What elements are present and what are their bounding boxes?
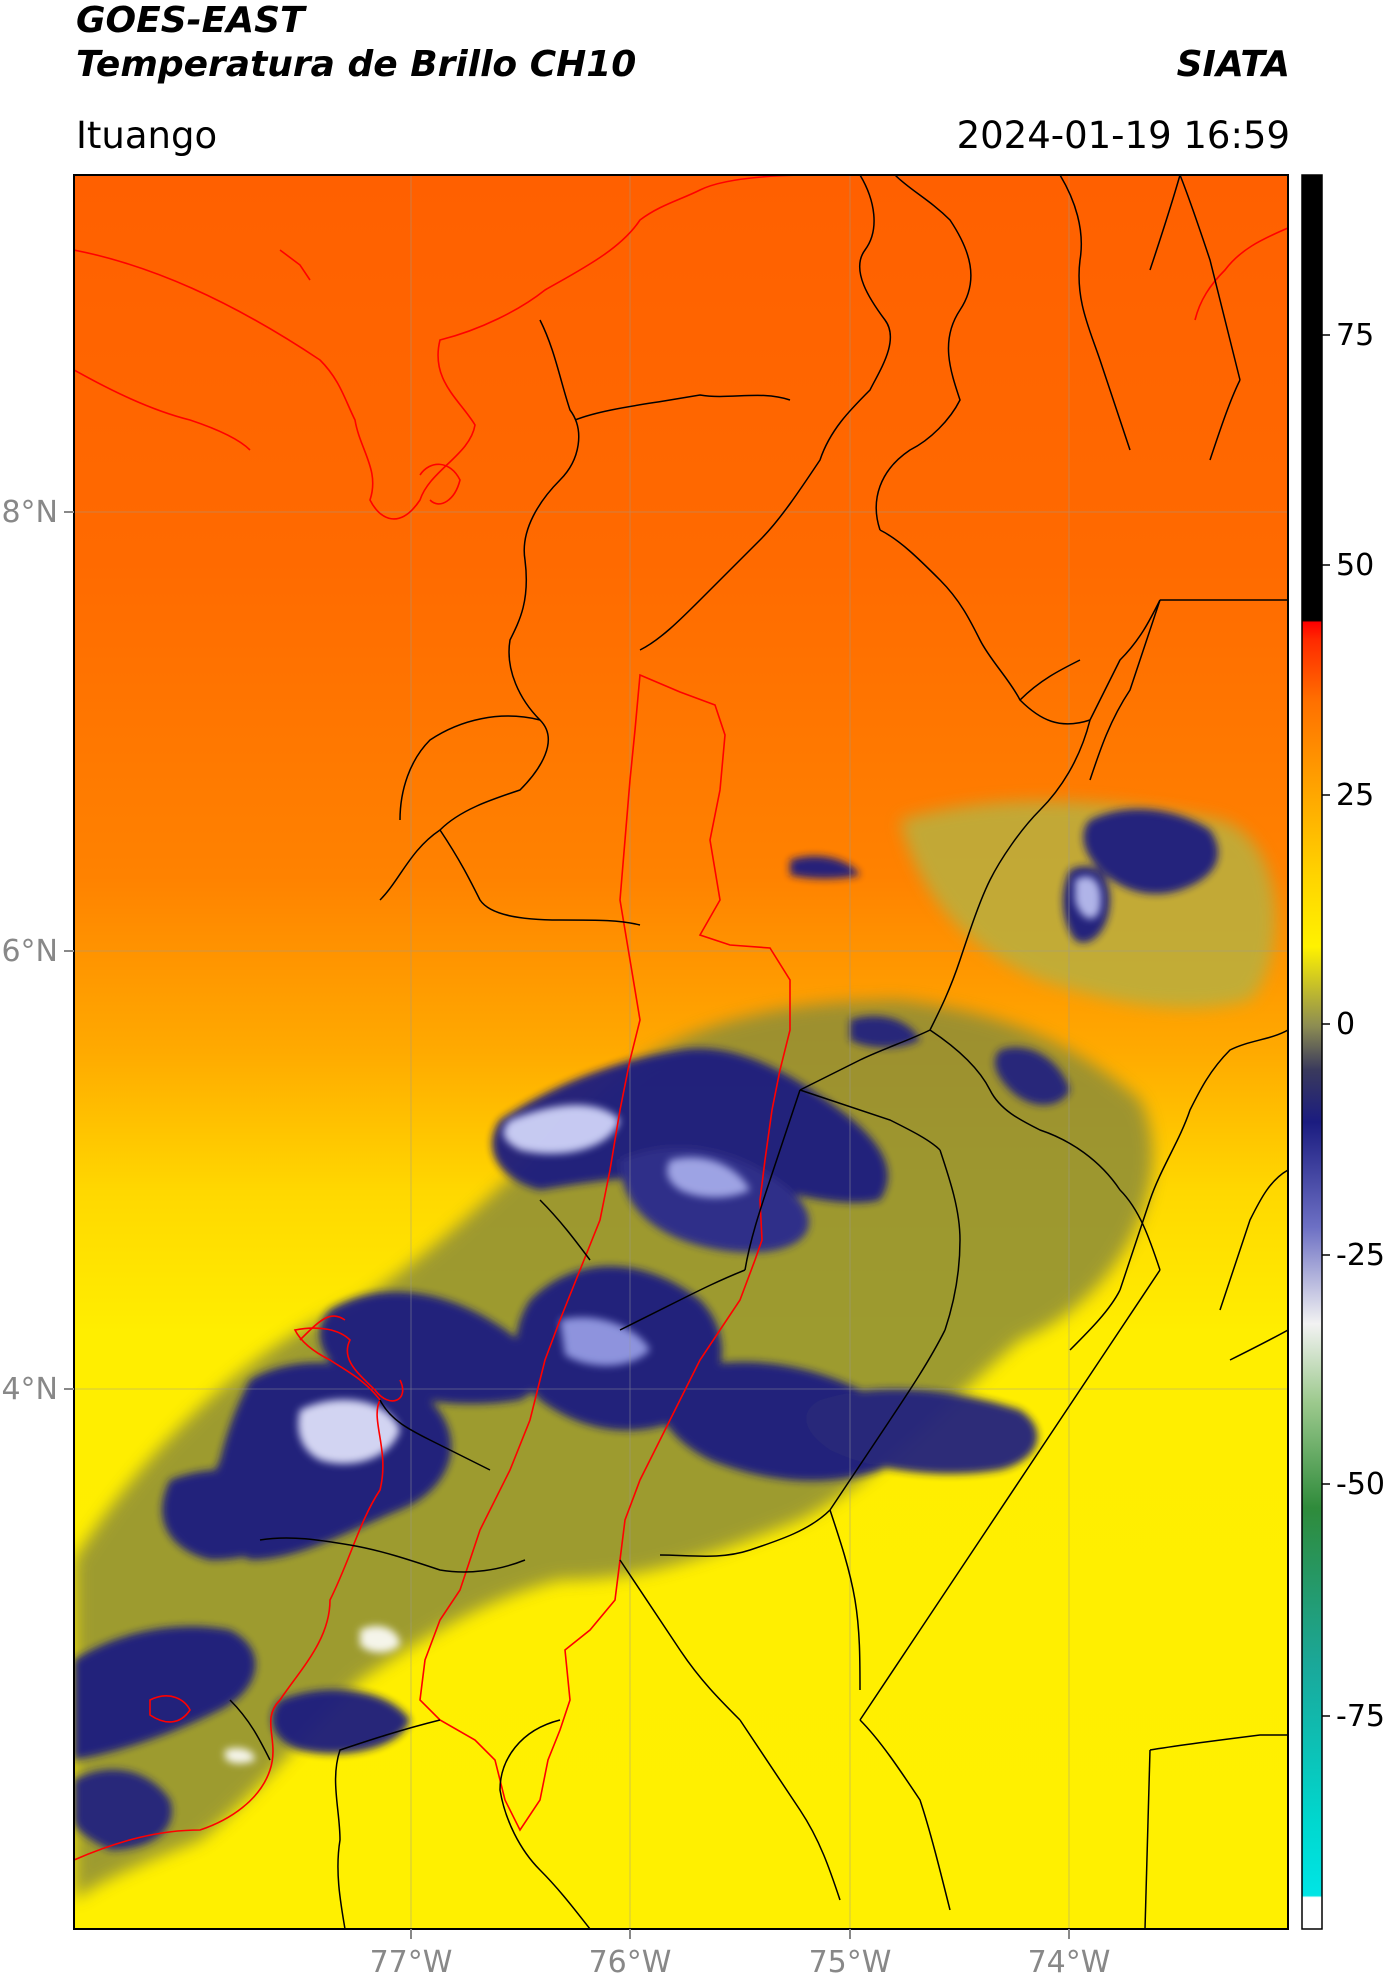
- map-frame: [73, 174, 1289, 1930]
- satellite-title: GOES-EAST: [76, 0, 305, 41]
- lon-label-76w: 76°W: [589, 1945, 672, 1980]
- lon-label-75w: 75°W: [809, 1945, 892, 1980]
- longitude-labels: 77°W 76°W 75°W 74°W: [370, 1945, 1111, 1980]
- colorbar-tick-minus25: -25: [1336, 1238, 1384, 1273]
- colorbar: 75 50 25 0 -25 -50 -75: [1301, 174, 1384, 1930]
- colorbar-tick-minus75: -75: [1336, 1699, 1384, 1734]
- lon-label-74w: 74°W: [1028, 1945, 1111, 1980]
- colorbar-tick-minus50: -50: [1336, 1467, 1384, 1502]
- product-title: Temperatura de Brillo CH10: [76, 44, 637, 85]
- graticule: [74, 175, 1288, 1929]
- lat-label-4n: 4°N: [1, 1372, 58, 1407]
- lon-label-77w: 77°W: [370, 1945, 453, 1980]
- antioquia-boundary: [419, 673, 791, 1832]
- map-area: [74, 175, 1288, 1929]
- lat-label-8n: 8°N: [1, 495, 58, 530]
- axis-ticks: [64, 511, 1070, 1939]
- colorbar-tick-50: 50: [1336, 548, 1374, 583]
- region-label: Ituango: [76, 114, 218, 157]
- lat-label-6n: 6°N: [1, 934, 58, 969]
- administrative-borders: [229, 175, 1288, 1929]
- agency-label: SIATA: [1176, 44, 1290, 85]
- colorbar-tick-0: 0: [1336, 1007, 1355, 1042]
- datetime-label: 2024-01-19 16:59: [956, 114, 1290, 157]
- coastline: [74, 175, 1288, 1861]
- cloud-cover: [74, 801, 1276, 1900]
- latitude-labels: 8°N 6°N 4°N: [1, 495, 58, 1407]
- colorbar-tick-25: 25: [1336, 778, 1374, 813]
- colorbar-tick-75: 75: [1336, 318, 1374, 353]
- colorbar-scale: [1301, 174, 1323, 1930]
